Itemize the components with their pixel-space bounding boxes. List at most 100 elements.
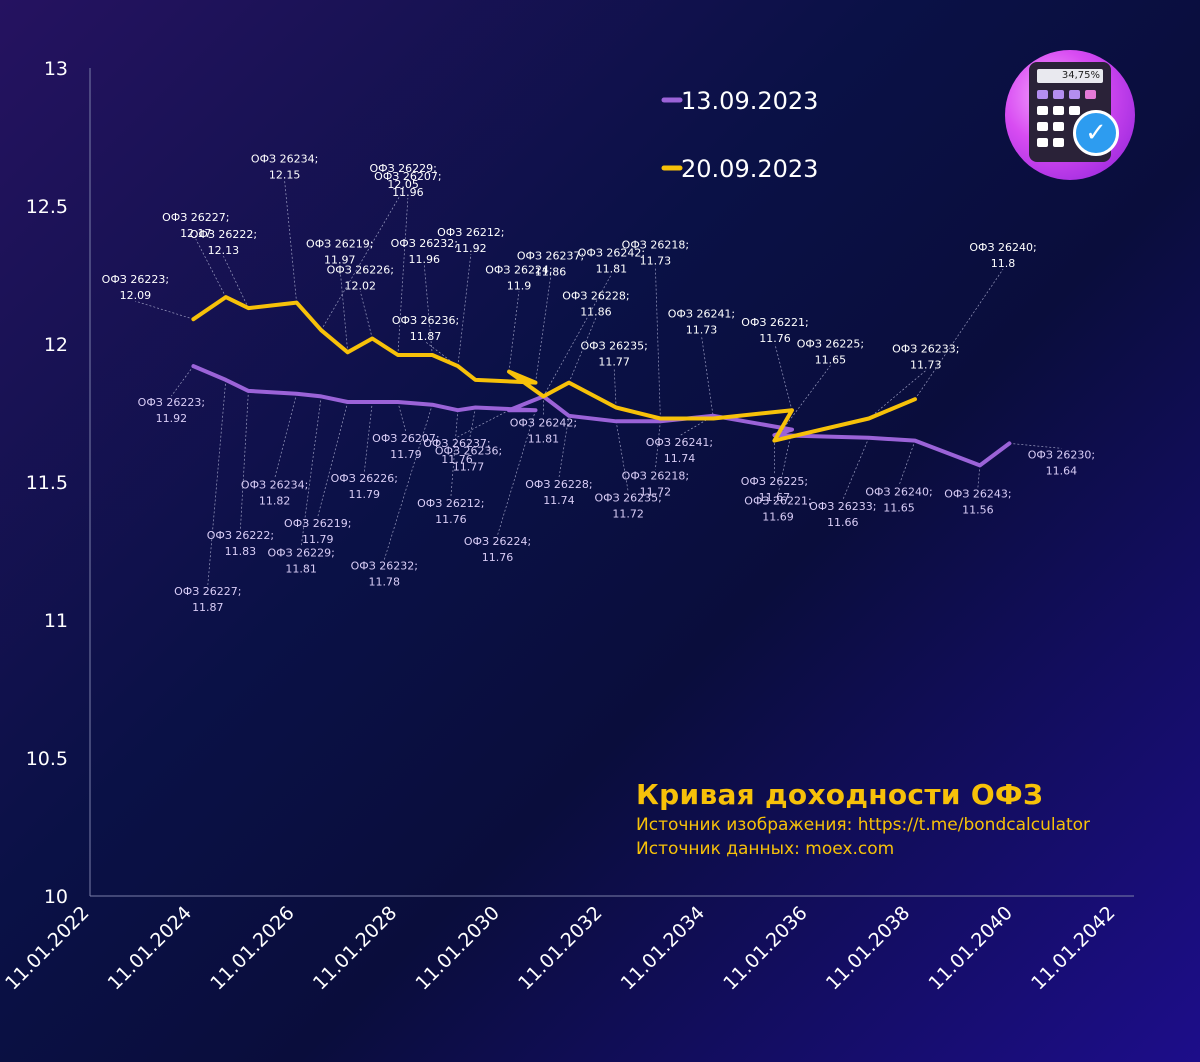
series-line-1	[191, 364, 1012, 468]
leader-line	[558, 415, 570, 478]
legend: 13.09.2023 20.09.2023	[661, 87, 818, 183]
leader-line	[508, 291, 520, 372]
leader-line	[868, 370, 927, 419]
data-label-2: ОФЗ 26225; 11.65	[797, 338, 864, 367]
leader-line	[284, 180, 297, 303]
data-label-2: ОФЗ 26229; 12.05	[369, 162, 436, 191]
leader-line	[300, 396, 322, 547]
data-source: Источник данных: moex.com	[636, 839, 895, 859]
data-label-2: ОФЗ 26226; 12.02	[327, 263, 394, 292]
leader-line	[240, 390, 249, 529]
leader-line	[397, 401, 407, 433]
leader-line	[457, 254, 472, 367]
data-label-2: ОФЗ 26241; 11.73	[668, 308, 735, 337]
leader-line	[363, 401, 373, 472]
x-tick-label: 11.01.2034	[617, 902, 709, 994]
leader-line	[223, 255, 249, 309]
data-label-1: ОФЗ 26218; 11.72	[622, 469, 689, 498]
data-label-1: ОФЗ 26233; 11.66	[809, 500, 876, 529]
leader-line	[1009, 443, 1062, 449]
axes	[89, 68, 1134, 897]
data-label-2: ОФЗ 26237; 11.86	[517, 250, 584, 279]
data-label-1: ОФЗ 26242; 11.81	[510, 416, 577, 445]
y-tick-label: 12	[44, 334, 68, 356]
series-lines	[191, 295, 1012, 468]
data-label-2: ОФЗ 26212; 11.92	[437, 226, 504, 255]
leader-line	[456, 409, 510, 438]
leader-line	[317, 401, 349, 518]
leader-line	[777, 429, 793, 495]
data-label-2: ОФЗ 26236; 11.87	[392, 314, 459, 343]
leader-line	[450, 410, 459, 498]
data-label-2: ОФЗ 26240; 11.8	[969, 241, 1036, 270]
data-label-2: ОФЗ 26219; 11.97	[306, 237, 373, 266]
leader-line	[613, 367, 617, 408]
data-label-1: ОФЗ 26235; 11.72	[594, 491, 661, 520]
data-label-1: ОФЗ 26241; 11.74	[646, 436, 713, 465]
leader-line	[397, 198, 409, 356]
data-label-1: ОФЗ 26237; 11.76	[423, 437, 490, 466]
data-label-2: ОФЗ 26228; 11.86	[562, 290, 629, 319]
leader-line	[135, 300, 194, 320]
leader-line	[842, 437, 870, 500]
data-label-1: ОФЗ 26222; 11.83	[207, 529, 274, 558]
data-label-1: ОФЗ 26236; 11.77	[435, 444, 502, 473]
x-tick-label: 11.01.2026	[206, 902, 298, 994]
data-label-1: ОФЗ 26225; 11.67	[741, 475, 808, 504]
leader-line	[339, 265, 349, 353]
legend-label-series-2: 20.09.2023	[681, 155, 818, 183]
data-label-1: ОФЗ 26207; 11.79	[372, 432, 439, 461]
y-tick-label: 10	[44, 886, 68, 908]
x-tick-label: 11.01.2028	[309, 902, 401, 994]
y-tick-labels: 10 10.5 11 11.5 12 12.5 13	[26, 58, 68, 908]
data-label-2: ОФЗ 26234; 12.15	[251, 153, 318, 182]
data-label-2: ОФЗ 26227; 12.17	[162, 211, 229, 240]
y-tick-label: 13	[44, 58, 68, 80]
data-label-1: ОФЗ 26227; 11.87	[174, 585, 241, 614]
y-tick-label: 11.5	[26, 472, 68, 494]
chart-caption: Кривая доходности ОФЗ Источник изображен…	[636, 778, 1090, 859]
leader-line	[977, 465, 981, 488]
data-label-2: ОФЗ 26233; 11.73	[892, 343, 959, 372]
image-source: Источник изображения: https://t.me/bondc…	[636, 815, 1091, 835]
leader-line	[195, 238, 227, 298]
leader-line	[535, 277, 551, 383]
data-label-1: ОФЗ 26230; 11.64	[1028, 448, 1095, 477]
data-label-2: ОФЗ 26232; 11.96	[391, 237, 458, 266]
x-tick-label: 11.01.2030	[411, 902, 503, 994]
data-labels: ОФЗ 26223; 11.92 ОФЗ 26227; 11.87 ОФЗ 26222;…	[102, 153, 1095, 614]
data-label-1: ОФЗ 26219; 11.79	[284, 517, 351, 546]
x-tick-label: 11.01.2040	[924, 902, 1016, 994]
data-label-1: ОФЗ 26240; 11.65	[865, 486, 932, 515]
leader-line	[274, 393, 297, 479]
x-tick-label: 11.01.2032	[514, 902, 606, 994]
x-tick-label: 11.01.2038	[822, 902, 914, 994]
leader-line	[383, 404, 433, 560]
data-label-1: ОФЗ 26226; 11.79	[331, 472, 398, 501]
data-label-1: ОФЗ 26243; 11.56	[944, 487, 1011, 516]
data-label-1: ОФЗ 26232; 11.78	[351, 560, 418, 589]
data-label-1: ОФЗ 26221; 11.69	[744, 495, 811, 524]
leader-line	[423, 265, 433, 356]
data-label-2: ОФЗ 26222; 12.13	[190, 228, 257, 257]
leader-line	[898, 440, 916, 486]
leader-line	[679, 415, 714, 437]
leader-line	[655, 421, 661, 470]
check-badge-icon: ✓	[1073, 110, 1119, 156]
y-tick-label: 10.5	[26, 748, 68, 770]
data-label-2: ОФЗ 26221; 11.76	[741, 316, 808, 345]
data-label-2: ОФЗ 26223; 12.09	[102, 273, 169, 302]
data-label-2: ОФЗ 26242; 11.81	[578, 246, 645, 275]
leader-line	[425, 341, 476, 381]
data-label-1: ОФЗ 26228; 11.74	[525, 478, 592, 507]
leader-line	[914, 269, 1004, 400]
x-tick-label: 11.01.2036	[719, 902, 811, 994]
leader-line	[320, 190, 404, 331]
legend-label-series-1: 13.09.2023	[681, 87, 818, 115]
leader-line	[497, 410, 536, 536]
data-label-2: ОФЗ 26207; 11.96	[374, 170, 441, 199]
leader-lines	[135, 180, 1062, 585]
y-tick-label: 11	[44, 610, 68, 632]
data-label-2: ОФЗ 26235; 11.77	[580, 339, 647, 368]
